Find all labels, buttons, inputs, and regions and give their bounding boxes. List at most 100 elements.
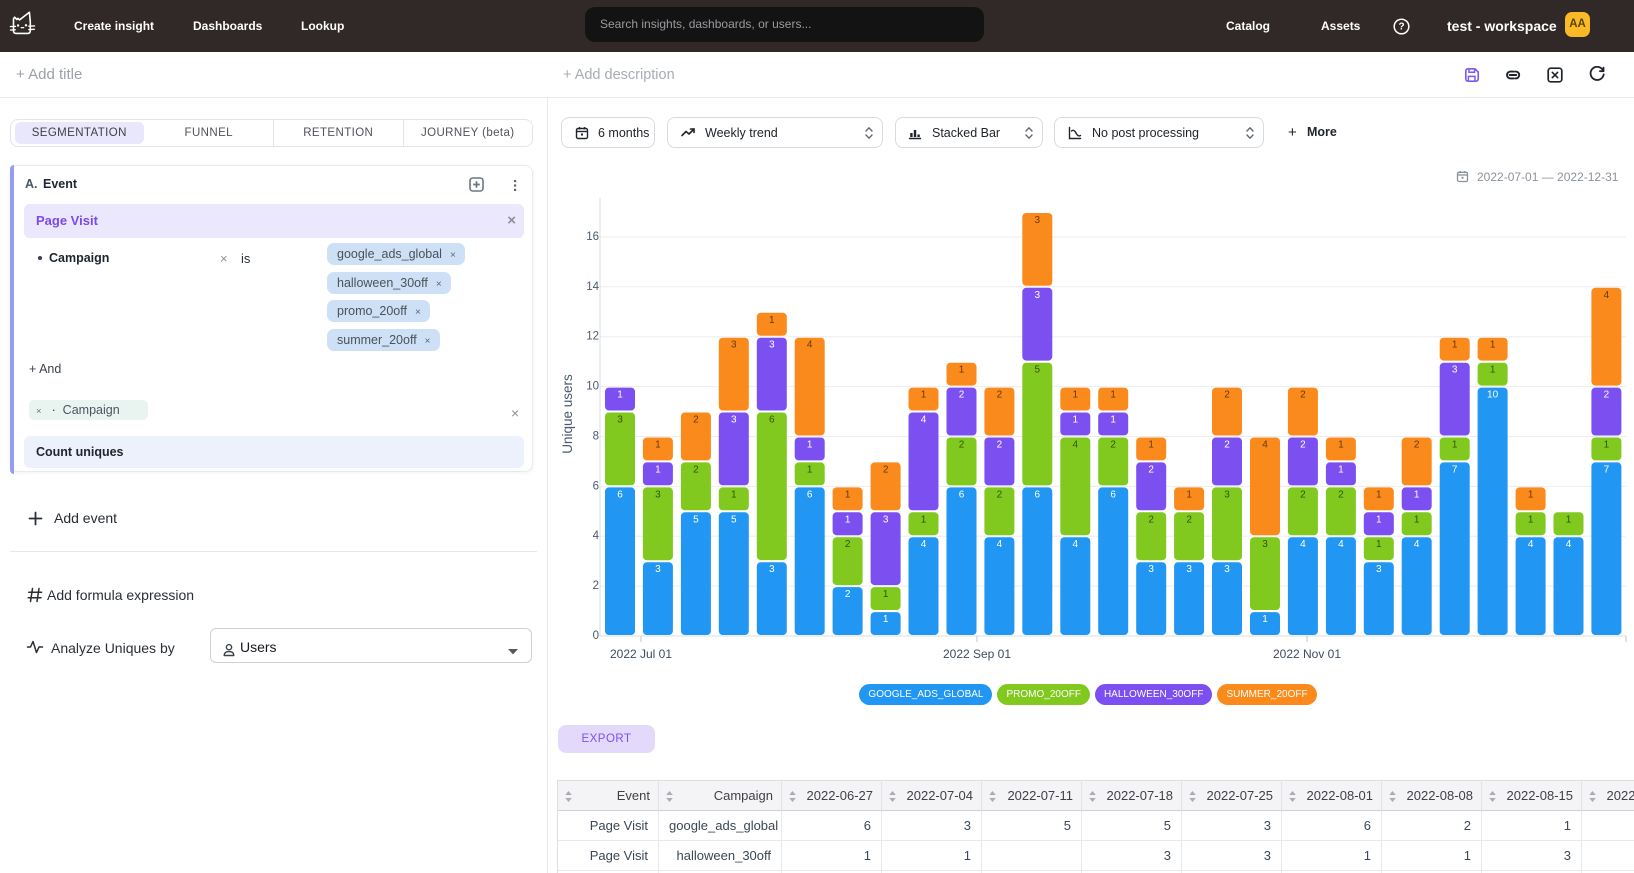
svg-text:1: 1 [1414, 514, 1420, 525]
svg-text:3: 3 [1376, 564, 1382, 575]
svg-text:3: 3 [731, 340, 737, 351]
svg-text:3: 3 [769, 340, 775, 351]
svg-text:3: 3 [1186, 564, 1192, 575]
svg-text:2: 2 [1148, 464, 1154, 475]
svg-text:2: 2 [1300, 489, 1306, 500]
svg-text:2: 2 [1414, 440, 1420, 451]
svg-text:1: 1 [1452, 440, 1458, 451]
svg-text:2: 2 [845, 589, 851, 600]
svg-text:5: 5 [1035, 365, 1041, 376]
svg-text:1: 1 [1490, 365, 1496, 376]
svg-text:1: 1 [1338, 464, 1344, 475]
svg-text:1: 1 [1186, 489, 1192, 500]
svg-text:1: 1 [1148, 440, 1154, 451]
svg-text:4: 4 [997, 539, 1003, 550]
svg-text:2: 2 [1338, 489, 1344, 500]
svg-text:2: 2 [845, 539, 851, 550]
svg-text:4: 4 [921, 415, 927, 426]
svg-text:6: 6 [1110, 489, 1116, 500]
svg-text:3: 3 [1148, 564, 1154, 575]
svg-text:4: 4 [921, 539, 927, 550]
svg-text:6: 6 [807, 489, 813, 500]
svg-text:1: 1 [1376, 539, 1382, 550]
svg-text:5: 5 [731, 514, 737, 525]
svg-text:2: 2 [1604, 390, 1610, 401]
svg-text:1: 1 [883, 589, 889, 600]
svg-text:7: 7 [1452, 464, 1458, 475]
svg-text:6: 6 [959, 489, 965, 500]
svg-text:2: 2 [1224, 390, 1230, 401]
svg-text:7: 7 [1604, 464, 1610, 475]
svg-text:2022 Sep 01: 2022 Sep 01 [943, 647, 1011, 661]
svg-text:?: ? [1398, 22, 1404, 33]
svg-text:1: 1 [655, 440, 661, 451]
svg-text:4: 4 [1338, 539, 1344, 550]
svg-text:4: 4 [1262, 440, 1268, 451]
svg-text:3: 3 [1035, 215, 1041, 226]
svg-text:1: 1 [1528, 514, 1534, 525]
svg-text:1: 1 [1528, 489, 1534, 500]
svg-text:2: 2 [693, 464, 699, 475]
svg-text:2: 2 [959, 440, 965, 451]
svg-text:2: 2 [1110, 440, 1116, 451]
svg-text:1: 1 [845, 514, 851, 525]
svg-text:1: 1 [921, 390, 927, 401]
svg-text:1: 1 [1073, 390, 1079, 401]
svg-text:3: 3 [617, 415, 623, 426]
svg-text:2: 2 [1186, 514, 1192, 525]
svg-text:1: 1 [731, 489, 737, 500]
svg-text:0: 0 [593, 630, 599, 642]
svg-text:4: 4 [593, 530, 600, 542]
svg-text:4: 4 [1566, 539, 1572, 550]
svg-text:3: 3 [1262, 539, 1268, 550]
svg-text:1: 1 [959, 365, 965, 376]
svg-text:2: 2 [1300, 390, 1306, 401]
svg-text:Unique users: Unique users [560, 374, 575, 454]
svg-text:8: 8 [593, 431, 599, 443]
svg-text:12: 12 [586, 331, 599, 343]
svg-text:1: 1 [807, 440, 813, 451]
svg-text:3: 3 [655, 489, 661, 500]
svg-text:1: 1 [769, 315, 775, 326]
svg-text:10: 10 [586, 381, 599, 393]
svg-text:1: 1 [1110, 415, 1116, 426]
svg-text:1: 1 [1414, 489, 1420, 500]
svg-text:4: 4 [1414, 539, 1420, 550]
svg-text:2: 2 [997, 440, 1003, 451]
svg-text:1: 1 [1376, 489, 1382, 500]
svg-text:1: 1 [921, 514, 927, 525]
svg-text:10: 10 [1487, 390, 1499, 401]
svg-text:1: 1 [1490, 340, 1496, 351]
svg-text:3: 3 [1224, 489, 1230, 500]
svg-text:1: 1 [883, 614, 889, 625]
svg-text:1: 1 [1110, 390, 1116, 401]
svg-text:1: 1 [1376, 514, 1382, 525]
svg-text:3: 3 [731, 415, 737, 426]
svg-text:1: 1 [1566, 514, 1572, 525]
svg-text:3: 3 [1224, 564, 1230, 575]
svg-text:2: 2 [693, 415, 699, 426]
svg-text:3: 3 [655, 564, 661, 575]
svg-text:1: 1 [1073, 415, 1079, 426]
svg-text:2: 2 [997, 390, 1003, 401]
svg-text:4: 4 [1300, 539, 1306, 550]
svg-text:1: 1 [655, 464, 661, 475]
svg-text:3: 3 [1035, 290, 1041, 301]
svg-text:2022 Jul 01: 2022 Jul 01 [610, 647, 672, 661]
svg-text:6: 6 [1035, 489, 1041, 500]
svg-text:1: 1 [1338, 440, 1344, 451]
svg-text:2: 2 [883, 464, 889, 475]
svg-text:16: 16 [586, 231, 599, 243]
svg-text:1: 1 [807, 464, 813, 475]
svg-text:2: 2 [997, 489, 1003, 500]
svg-text:4: 4 [1073, 440, 1079, 451]
svg-text:6: 6 [769, 415, 775, 426]
svg-text:4: 4 [807, 340, 813, 351]
svg-text:2: 2 [1300, 440, 1306, 451]
svg-text:1: 1 [1604, 440, 1610, 451]
svg-text:5: 5 [693, 514, 699, 525]
svg-text:3: 3 [883, 514, 889, 525]
svg-text:2: 2 [959, 390, 965, 401]
svg-text:2: 2 [1224, 440, 1230, 451]
svg-text:1: 1 [845, 489, 851, 500]
